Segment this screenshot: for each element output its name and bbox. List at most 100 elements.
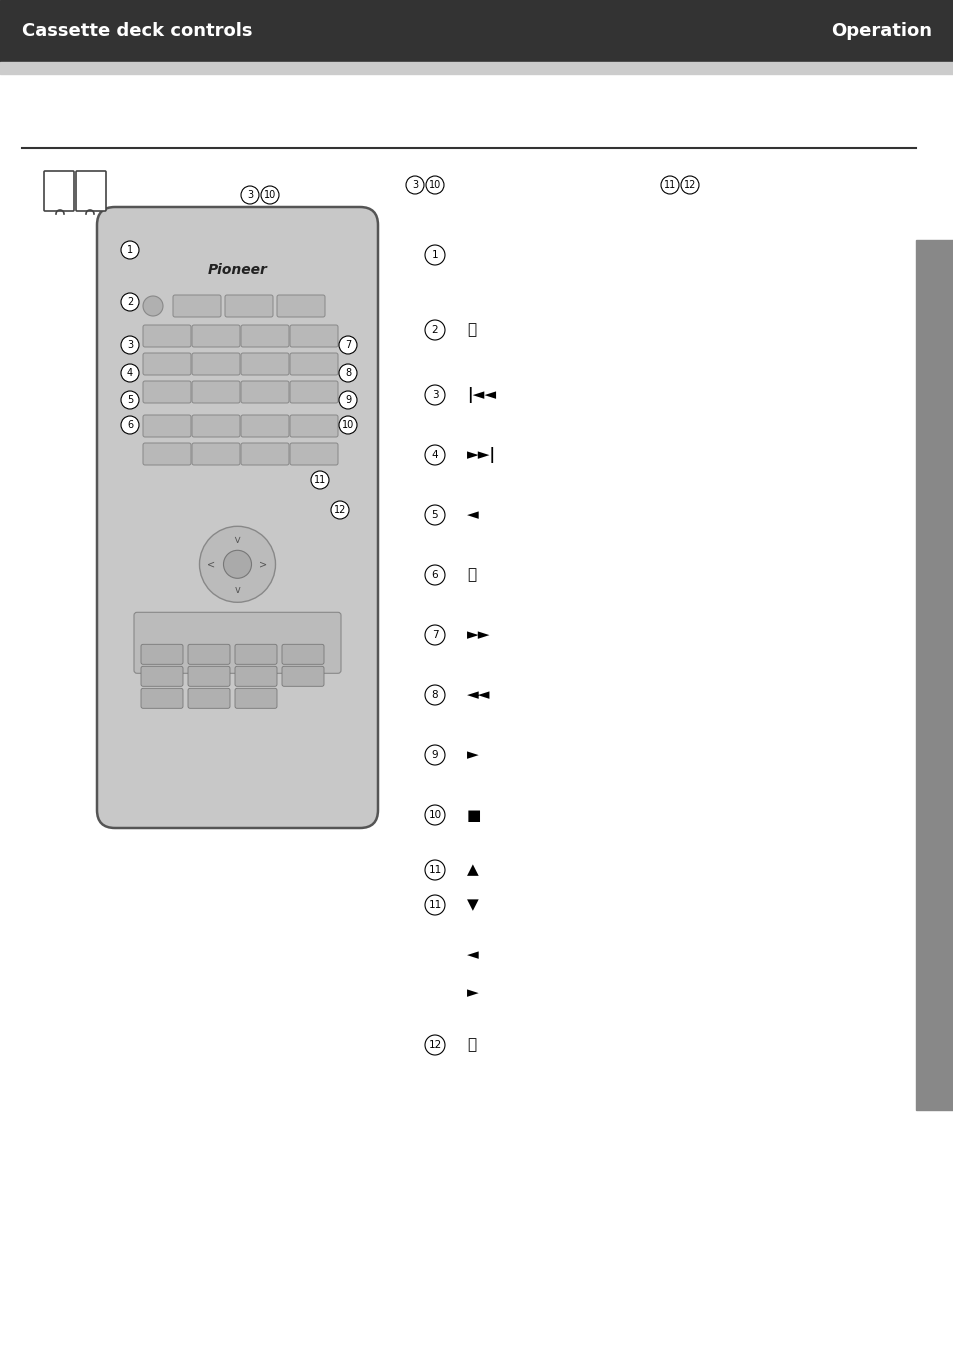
Text: ►: ►	[467, 748, 478, 763]
Circle shape	[121, 364, 139, 381]
Text: 10: 10	[429, 181, 440, 190]
Text: 8: 8	[345, 368, 351, 377]
FancyBboxPatch shape	[290, 381, 337, 403]
FancyBboxPatch shape	[234, 644, 276, 665]
Text: 6: 6	[432, 570, 437, 580]
FancyBboxPatch shape	[192, 443, 240, 465]
Text: 11: 11	[663, 181, 676, 190]
Text: 4: 4	[127, 368, 132, 377]
Circle shape	[424, 245, 444, 266]
Circle shape	[424, 860, 444, 880]
Circle shape	[424, 565, 444, 585]
FancyBboxPatch shape	[76, 171, 106, 212]
Circle shape	[331, 501, 349, 519]
Text: 3: 3	[432, 390, 437, 400]
Circle shape	[424, 805, 444, 825]
Text: Cassette deck controls: Cassette deck controls	[22, 22, 253, 40]
Text: <: <	[207, 559, 215, 569]
Text: 12: 12	[428, 1041, 441, 1050]
Text: 12: 12	[334, 506, 346, 515]
Circle shape	[424, 1035, 444, 1055]
Text: 9: 9	[432, 749, 437, 760]
FancyBboxPatch shape	[172, 295, 221, 317]
Text: 2: 2	[127, 297, 133, 307]
Text: 7: 7	[345, 340, 351, 350]
Text: 11: 11	[428, 900, 441, 910]
FancyBboxPatch shape	[141, 644, 183, 665]
Text: 4: 4	[432, 450, 437, 460]
Text: ⏻: ⏻	[467, 322, 476, 337]
FancyBboxPatch shape	[290, 415, 337, 437]
Circle shape	[424, 445, 444, 465]
Bar	[0, 62, 953, 74]
FancyBboxPatch shape	[141, 666, 183, 686]
Text: 11: 11	[428, 865, 441, 875]
Text: 11: 11	[314, 474, 326, 485]
Text: 12: 12	[683, 181, 696, 190]
Circle shape	[338, 364, 356, 381]
Circle shape	[338, 336, 356, 355]
Circle shape	[660, 177, 679, 194]
Text: ▲: ▲	[467, 863, 478, 878]
FancyBboxPatch shape	[234, 666, 276, 686]
FancyBboxPatch shape	[241, 325, 289, 346]
FancyBboxPatch shape	[241, 381, 289, 403]
Text: 9: 9	[345, 395, 351, 404]
Text: 1: 1	[127, 245, 132, 255]
FancyBboxPatch shape	[192, 415, 240, 437]
Text: 5: 5	[432, 510, 437, 520]
Circle shape	[121, 417, 139, 434]
Circle shape	[424, 506, 444, 524]
Text: 10: 10	[428, 810, 441, 820]
FancyBboxPatch shape	[133, 612, 340, 673]
Text: Operation: Operation	[830, 22, 931, 40]
Text: Pioneer: Pioneer	[208, 263, 267, 276]
FancyBboxPatch shape	[241, 353, 289, 375]
Text: ■: ■	[467, 807, 481, 822]
FancyBboxPatch shape	[143, 353, 191, 375]
FancyBboxPatch shape	[282, 644, 324, 665]
Text: |◄◄: |◄◄	[467, 387, 496, 403]
Text: 6: 6	[127, 421, 132, 430]
Circle shape	[121, 293, 139, 311]
FancyBboxPatch shape	[143, 325, 191, 346]
Text: 2: 2	[432, 325, 437, 336]
Circle shape	[121, 241, 139, 259]
FancyBboxPatch shape	[97, 208, 377, 828]
Circle shape	[424, 685, 444, 705]
Text: 3: 3	[247, 190, 253, 200]
FancyBboxPatch shape	[192, 325, 240, 346]
Circle shape	[424, 745, 444, 766]
Circle shape	[424, 895, 444, 915]
Circle shape	[121, 336, 139, 355]
Text: ►►: ►►	[467, 628, 490, 643]
Circle shape	[223, 550, 252, 578]
FancyBboxPatch shape	[141, 689, 183, 708]
Text: <: <	[233, 534, 242, 542]
FancyBboxPatch shape	[44, 171, 74, 212]
Text: 1: 1	[432, 249, 437, 260]
FancyBboxPatch shape	[188, 644, 230, 665]
FancyBboxPatch shape	[192, 381, 240, 403]
Text: 10: 10	[341, 421, 354, 430]
Circle shape	[424, 625, 444, 644]
Circle shape	[680, 177, 699, 194]
Circle shape	[338, 391, 356, 408]
Text: >: >	[259, 559, 267, 569]
Circle shape	[241, 186, 258, 204]
FancyBboxPatch shape	[234, 689, 276, 708]
Circle shape	[424, 386, 444, 404]
FancyBboxPatch shape	[143, 381, 191, 403]
Text: ►►|: ►►|	[467, 448, 496, 462]
Text: 3: 3	[412, 181, 417, 190]
Circle shape	[261, 186, 278, 204]
Circle shape	[406, 177, 423, 194]
FancyBboxPatch shape	[225, 295, 273, 317]
FancyBboxPatch shape	[276, 295, 325, 317]
FancyBboxPatch shape	[282, 666, 324, 686]
FancyBboxPatch shape	[241, 443, 289, 465]
FancyBboxPatch shape	[290, 353, 337, 375]
Circle shape	[424, 319, 444, 340]
Circle shape	[426, 177, 443, 194]
Circle shape	[143, 297, 163, 315]
